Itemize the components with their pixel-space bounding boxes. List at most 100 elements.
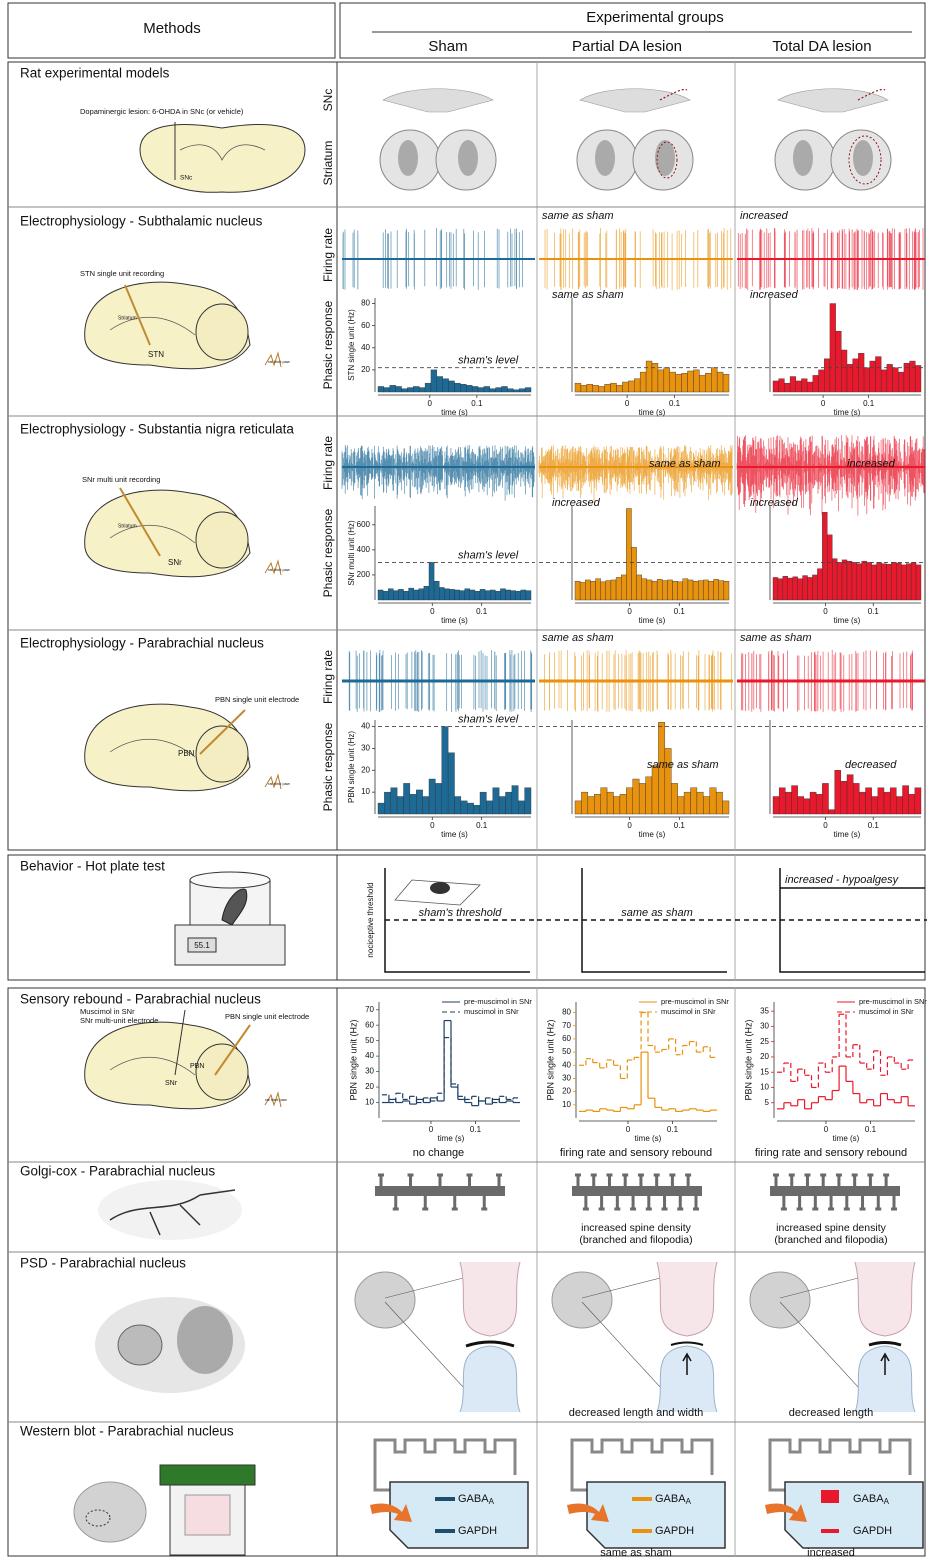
histogram-bar [788,578,793,600]
histogram-bar [512,786,518,814]
apparatus [160,1465,255,1485]
histogram-bar [817,569,822,600]
histogram-bar [699,375,705,392]
x-axis-label: time (s) [441,830,468,839]
histogram-bar [847,775,853,814]
histogram-bar [425,383,431,392]
section-title: PSD - Parabrachial nucleus [20,1256,186,1271]
band-label: GAPDH [655,1525,694,1537]
section-title: Electrophysiology - Subthalamic nucleus [20,214,263,229]
annotation: same as sham [542,632,614,644]
x-tick-label: 0.1 [674,821,686,830]
x-tick-label: 0 [428,399,433,408]
x-axis-label: time (s) [834,830,861,839]
x-axis-label: time (s) [639,830,666,839]
histogram-bar [667,580,672,600]
histogram-bar [915,365,921,392]
histogram-bar [773,797,779,814]
histogram-bar [506,792,512,814]
histogram-bar [830,304,836,392]
histogram-bar [443,379,449,392]
histogram-bar [867,562,872,600]
histogram-bar [526,591,531,600]
histogram-bar [626,509,631,600]
histogram-bar [896,563,901,600]
x-tick-label: 0.1 [667,1125,679,1134]
dendrite [770,1186,900,1196]
illustration-label: Muscimol in SNr [80,1007,135,1016]
illustration-label: rat hind paw [268,359,290,364]
histogram-bar [616,577,621,600]
brain-illustration [552,1272,612,1328]
histogram-bar [807,382,813,392]
histogram-bar [391,788,397,814]
caption: same as sham [600,1547,672,1559]
annotation: increased [750,497,799,509]
histogram-bar [847,561,852,600]
histogram-bar [691,788,697,814]
y-tick-label: 30 [562,1074,571,1083]
histogram-bar [611,580,616,600]
histogram-bar [859,792,865,814]
annotation: sham's level [458,355,519,367]
histogram-bar [684,792,690,814]
y-axis-label: SNr multi unit (Hz) [347,520,356,586]
histogram-bar [495,591,500,600]
histogram-bar [886,564,891,600]
histogram-bar [407,388,413,392]
brain-illustration [74,1482,146,1542]
histogram-bar [435,783,441,814]
histogram-bar [575,581,580,600]
histogram-bar [683,579,688,600]
y-tick-label: 30 [365,1067,374,1076]
x-tick-label: 0.1 [865,1125,877,1134]
histogram-bar [631,547,636,600]
histogram-bar [847,364,853,392]
histogram-bar [444,589,449,600]
histogram-bar [384,792,390,814]
histogram-bar [827,535,832,600]
y-tick-label: 80 [361,299,370,308]
x-tick-label: 0 [823,821,828,830]
x-tick-label: 0 [824,1125,829,1134]
comb [572,1440,712,1475]
histogram-bar [472,386,478,392]
histogram-bar [434,581,439,600]
histogram-bar [708,581,713,600]
legend-label: muscimol in SNr [661,1007,716,1016]
section-title: Sensory rebound - Parabrachial nucleus [20,992,261,1007]
histogram-bar [698,581,703,600]
x-axis-label: time (s) [441,616,468,625]
histogram-bar [396,386,402,392]
histogram-bar [511,591,516,600]
comb [572,1475,587,1490]
brain-slice [383,89,493,112]
histogram-bar [906,564,911,600]
y-tick-label: 200 [357,570,371,579]
histogram-bar [466,385,472,392]
histogram-bar [437,377,443,392]
comb [375,1475,390,1490]
histogram-bar [872,797,878,814]
band-label-sub: A [884,1497,890,1506]
histogram-bar [901,565,906,600]
histogram-bar [423,797,429,814]
micrograph-detail [118,1325,162,1365]
y-tick-label: 80 [562,1008,571,1017]
histogram-bar [455,590,460,600]
y-tick-label: 40 [361,722,370,731]
annotation: same as sham [552,289,624,301]
postsynapse [855,1346,915,1412]
histogram-bar [507,389,513,392]
histogram-bar [819,370,825,392]
histogram-bar [484,386,490,392]
psd [466,1342,514,1346]
histogram-bar [383,591,388,600]
histogram-bar [864,368,870,392]
caption: firing rate and sensory rebound [560,1147,712,1159]
histogram-bar [378,386,384,392]
histogram-bar [875,357,881,392]
annotation: same as sham [649,458,721,470]
x-tick-label: 0 [430,607,435,616]
histogram-bar [575,383,581,392]
